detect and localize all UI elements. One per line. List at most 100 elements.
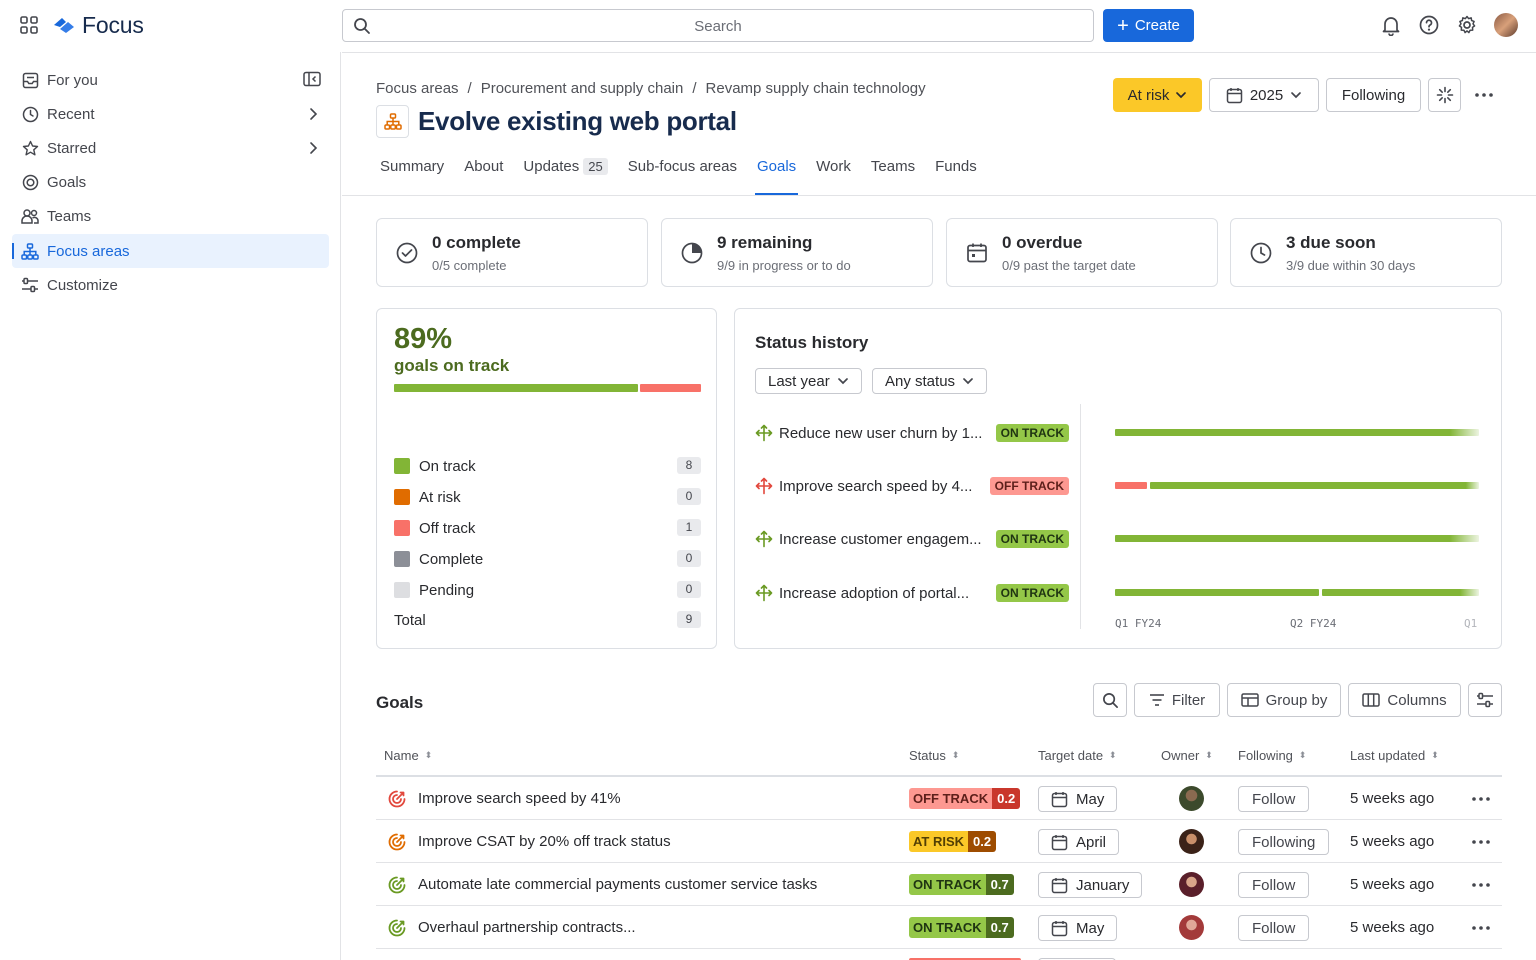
stat-card-overdue[interactable]: 0 overdue 0/9 past the target date xyxy=(946,218,1218,287)
sidebar-item-for-you[interactable]: For you xyxy=(12,63,329,97)
target-date: April xyxy=(1076,833,1107,851)
more-icon[interactable] xyxy=(1471,918,1491,938)
status-filter-dropdown[interactable]: Any status xyxy=(872,368,988,394)
more-icon[interactable] xyxy=(1471,789,1491,809)
sidebar-item-customize[interactable]: Customize xyxy=(12,268,329,302)
sidebar-item-starred[interactable]: Starred xyxy=(12,131,329,165)
notifications-icon[interactable] xyxy=(1380,14,1402,36)
column-header-owner[interactable]: Owner ⬍ xyxy=(1161,748,1213,763)
sidebar-item-label: Customize xyxy=(47,276,118,294)
group-by-button[interactable]: Group by xyxy=(1227,683,1341,717)
column-header-name[interactable]: Name ⬍ xyxy=(384,748,432,763)
stat-subtitle: 0/9 past the target date xyxy=(1002,258,1136,273)
column-header-last-updated[interactable]: Last updated ⬍ xyxy=(1350,748,1439,763)
sort-icon: ⬍ xyxy=(424,750,433,760)
status-score-badge: ON TRACK 0.7 xyxy=(909,874,1014,895)
settings-icon[interactable] xyxy=(1456,14,1478,36)
column-header-status[interactable]: Status ⬍ xyxy=(909,748,959,763)
sidebar-item-focus-areas[interactable]: Focus areas xyxy=(12,234,329,268)
calendar-icon xyxy=(967,243,987,263)
history-row[interactable]: Increase adoption of portal... ON TRACK xyxy=(755,582,1069,604)
follow-button[interactable]: Follow xyxy=(1238,915,1310,941)
history-row[interactable]: Reduce new user churn by 1... ON TRACK xyxy=(755,422,1069,444)
customize-icon xyxy=(1477,692,1493,707)
tab-updates[interactable]: Updates 25 xyxy=(523,150,608,196)
owner-avatar[interactable] xyxy=(1179,915,1204,940)
follow-button[interactable]: Follow xyxy=(1238,872,1310,898)
stat-title: 0 complete xyxy=(432,233,521,252)
filter-button[interactable]: Filter xyxy=(1134,683,1220,717)
table-row[interactable]: Overhaul partnership contracts... ON TRA… xyxy=(376,906,1502,949)
more-icon[interactable] xyxy=(1471,832,1491,852)
time-range-dropdown[interactable]: Last year xyxy=(755,368,862,394)
table-row[interactable]: Improve CSAT by 20% off track status AT … xyxy=(376,820,1502,863)
more-actions-button[interactable] xyxy=(1472,78,1496,112)
tab-label: About xyxy=(464,158,504,175)
chevron-right-icon[interactable] xyxy=(305,140,321,156)
goal-name[interactable]: Improve CSAT by 20% off track status xyxy=(418,833,671,850)
profile-avatar[interactable] xyxy=(1494,13,1518,37)
collapse-sidebar-icon[interactable] xyxy=(303,71,321,87)
help-icon[interactable] xyxy=(1418,14,1440,36)
goal-name[interactable]: Overhaul partnership contracts... xyxy=(418,919,636,936)
tab-summary[interactable]: Summary xyxy=(380,150,444,196)
owner-avatar[interactable] xyxy=(1179,872,1204,897)
breadcrumb-item[interactable]: Procurement and supply chain xyxy=(480,80,684,97)
breadcrumb-item[interactable]: Revamp supply chain technology xyxy=(705,80,926,97)
history-goal-name: Improve search speed by 4... xyxy=(779,477,973,495)
columns-icon xyxy=(1362,693,1381,707)
tab-funds[interactable]: Funds xyxy=(935,150,977,196)
search-input[interactable]: Search xyxy=(342,9,1094,42)
goal-name[interactable]: Automate late commercial payments custom… xyxy=(418,876,818,893)
timeline-bar-on-track xyxy=(1115,535,1479,542)
app-switcher-icon[interactable] xyxy=(20,16,38,34)
stat-card-complete[interactable]: 0 complete 0/5 complete xyxy=(376,218,648,287)
column-header-target-date[interactable]: Target date ⬍ xyxy=(1038,748,1117,763)
table-row[interactable]: Automate late commercial payments custom… xyxy=(376,863,1502,906)
history-row[interactable]: Improve search speed by 4... OFF TRACK xyxy=(755,475,1069,497)
tab-work[interactable]: Work xyxy=(816,150,851,196)
status-dropdown[interactable]: At risk xyxy=(1113,78,1202,112)
tab-about[interactable]: About xyxy=(464,150,503,196)
ai-button[interactable] xyxy=(1428,78,1461,112)
timeline-bar-on-track xyxy=(1322,589,1479,596)
app-logo[interactable]: Focus xyxy=(52,12,144,38)
sidebar-item-teams[interactable]: Teams xyxy=(12,199,329,233)
sidebar-item-goals[interactable]: Goals xyxy=(12,165,329,199)
status-label: At risk xyxy=(1127,86,1170,104)
tab-goals[interactable]: Goals xyxy=(754,150,799,196)
calendar-icon xyxy=(1051,877,1068,893)
view-settings-button[interactable] xyxy=(1468,683,1502,717)
score: 0.2 xyxy=(968,831,997,852)
table-search-button[interactable] xyxy=(1093,683,1127,717)
legend-label: Total xyxy=(394,611,426,629)
status-lozenge: ON TRACK xyxy=(995,424,1069,442)
stat-card-due-soon[interactable]: 3 due soon 3/9 due within 30 days xyxy=(1230,218,1502,287)
customize-icon xyxy=(21,276,39,294)
sidebar-item-recent[interactable]: Recent xyxy=(12,97,329,131)
chevron-right-icon[interactable] xyxy=(305,106,321,122)
tab-teams[interactable]: Teams xyxy=(871,150,915,196)
following-button[interactable]: Following xyxy=(1238,829,1330,855)
column-header-following[interactable]: Following ⬍ xyxy=(1238,748,1306,763)
target-date-button[interactable]: January xyxy=(1038,872,1143,898)
columns-button[interactable]: Columns xyxy=(1348,683,1461,717)
table-row[interactable]: Improve search speed by 41% OFF TRACK 0.2… xyxy=(376,777,1502,820)
follow-button[interactable]: Follow xyxy=(1238,786,1310,812)
tab-sub-focus-areas[interactable]: Sub-focus areas xyxy=(628,150,737,196)
following-button[interactable]: Following xyxy=(1326,78,1421,112)
more-icon[interactable] xyxy=(1471,875,1491,895)
goal-name[interactable]: Improve search speed by 41% xyxy=(418,790,621,807)
create-button[interactable]: + Create xyxy=(1103,9,1194,42)
stat-subtitle: 9/9 in progress or to do xyxy=(717,258,851,273)
target-date-button[interactable]: May xyxy=(1038,915,1118,941)
breadcrumb-item[interactable]: Focus areas xyxy=(376,80,459,97)
timeline-axis-label: Q2 FY24 xyxy=(1290,617,1337,630)
target-date-button[interactable]: April xyxy=(1038,829,1120,855)
stat-card-remaining[interactable]: 9 remaining 9/9 in progress or to do xyxy=(661,218,933,287)
year-dropdown[interactable]: 2025 xyxy=(1209,78,1319,112)
owner-avatar[interactable] xyxy=(1179,829,1204,854)
history-row[interactable]: Increase customer engagem... ON TRACK xyxy=(755,528,1069,550)
target-date-button[interactable]: May xyxy=(1038,786,1118,812)
owner-avatar[interactable] xyxy=(1179,786,1204,811)
